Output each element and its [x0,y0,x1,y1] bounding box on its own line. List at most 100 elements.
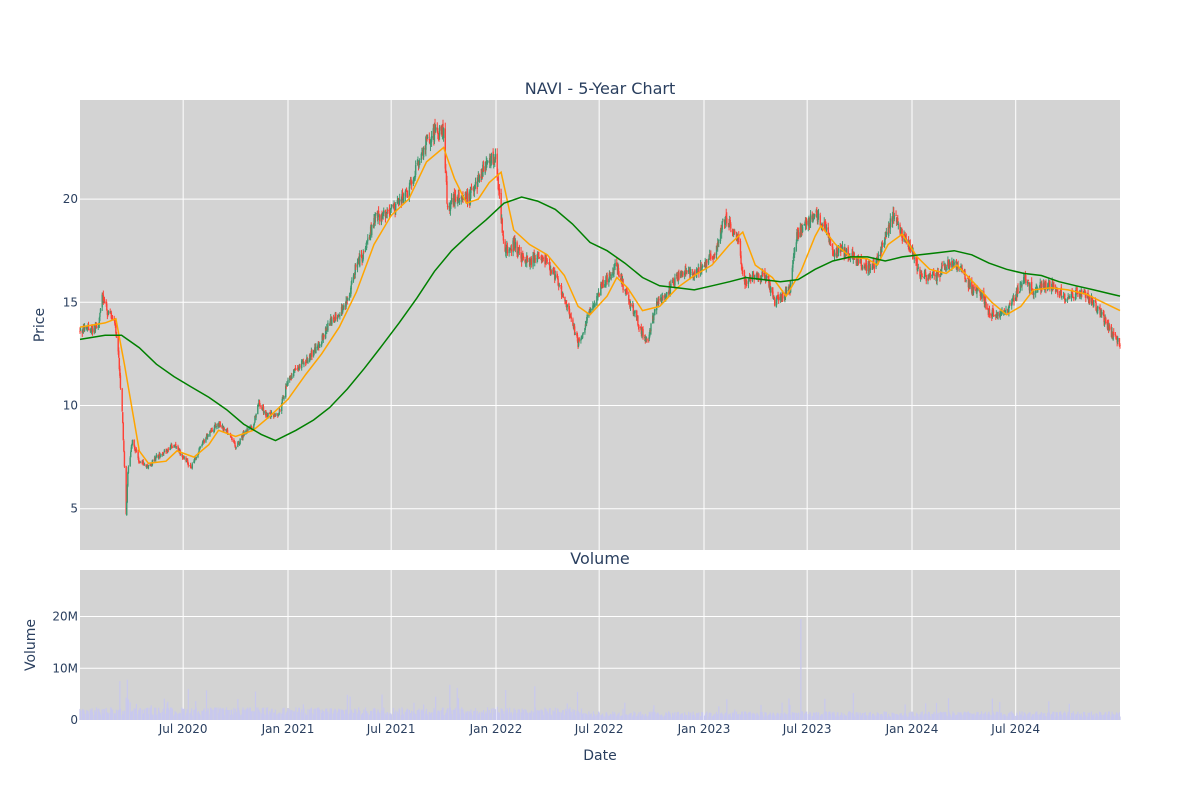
candle-body [715,245,718,255]
volume-bar [861,713,864,720]
volume-bar [231,714,233,720]
candle-body [133,439,135,447]
volume-bar [486,707,489,720]
candle-body [496,153,498,175]
candle-body [129,457,131,467]
volume-bar [750,713,752,720]
candle-body [630,304,632,307]
candle-body [130,452,132,457]
candle-body [89,328,91,331]
candle-body [119,368,121,376]
candle-body [103,300,106,304]
volume-bar [913,715,915,720]
volume-bar [247,708,249,720]
volume-bar [549,708,551,720]
candle-body [437,133,440,135]
volume-bar [694,716,696,720]
volume-bar [254,691,257,720]
candle-body [381,213,383,217]
x-tick-label: Jan 2023 [677,722,731,736]
candle-body [701,269,703,271]
candle-body [600,282,603,286]
candle-body [1085,294,1087,298]
volume-bar [510,712,512,720]
candle-body [98,323,100,327]
candle-body [590,308,592,310]
volume-bar [355,709,357,720]
candle-body [665,293,668,295]
candle-body [373,217,375,228]
candle-body [777,296,780,301]
candle-body [235,447,237,449]
candle-body [1045,281,1047,289]
candle-body [871,266,874,269]
candle-body [705,260,707,268]
candle-body [198,447,201,450]
candle-body [691,273,694,276]
candle-body [187,462,189,466]
volume-y-tick-label: 0 [70,713,78,727]
volume-bar [640,711,642,720]
candle-body [356,261,359,268]
candle-body [755,273,758,276]
candle-body [498,188,501,194]
candle-body [765,278,767,280]
candle-body [929,272,931,278]
volume-bar [788,698,790,720]
candle-body [960,266,963,268]
long-moving-average-line [79,196,1121,442]
candle-body [831,245,833,248]
candle-body [557,285,560,287]
candle-body [924,270,926,273]
candle-body [578,338,580,342]
volume-bar [482,710,485,720]
candle-body [233,441,236,443]
candle-body [245,431,247,433]
candle-body [1064,294,1066,301]
candle-body [331,319,333,325]
volume-bar [865,715,868,720]
volume-bar [702,712,704,720]
candle-body [741,267,743,270]
candle-body [1047,284,1049,287]
candle-body [1041,283,1043,288]
candle-body [465,194,467,198]
candle-body [1036,287,1038,289]
x-tick-label: Jul 2024 [990,722,1040,736]
volume-bar [291,710,293,720]
candle-body [99,312,101,317]
volume-bar [419,712,421,720]
volume-bar [909,711,911,720]
candle-body [408,186,411,199]
candle-body [274,415,277,417]
candle-body [719,229,722,241]
volume-bar [929,716,931,720]
volume-bar [957,712,959,720]
candle-body [257,403,260,406]
candle-body [925,275,927,281]
volume-bar [797,712,800,720]
candle-body [801,226,804,233]
volume-bar [119,708,122,720]
candle-body [313,350,315,352]
candle-body [804,220,807,226]
candle-body [1065,299,1067,302]
candle-body [478,176,481,182]
candle-body [860,258,862,267]
volume-bar [311,713,313,720]
candle-body [102,294,105,304]
candle-body [1035,286,1037,289]
tick-labels: Jul 2020 Jan 2021 Jul 2021 Jan 2022 Jul 2022… [52,192,1040,736]
candle-body [1068,298,1070,300]
volume-bar [572,709,574,720]
candle-body [923,271,926,277]
volume-bar [841,715,844,720]
volume-bar [817,712,820,720]
volume-bar [319,710,321,720]
candle-body [110,312,113,319]
volume-bar [261,708,263,720]
volume-y-axis-label: Volume [23,619,39,671]
candle-body [312,350,315,356]
candle-body [253,424,255,430]
